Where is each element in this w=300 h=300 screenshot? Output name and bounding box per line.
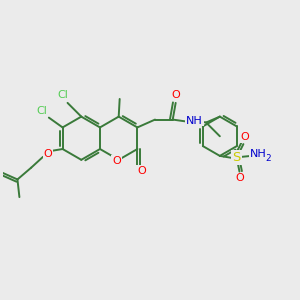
Text: Cl: Cl	[37, 106, 47, 116]
Text: 2: 2	[265, 154, 271, 163]
Text: S: S	[232, 152, 241, 164]
Text: NH: NH	[250, 149, 266, 159]
Text: NH: NH	[186, 116, 203, 126]
Text: O: O	[137, 166, 146, 176]
Text: Cl: Cl	[57, 90, 68, 100]
Text: O: O	[235, 173, 244, 184]
Text: O: O	[240, 132, 249, 142]
Text: O: O	[44, 149, 52, 159]
Text: O: O	[171, 90, 180, 100]
Text: O: O	[112, 156, 121, 166]
